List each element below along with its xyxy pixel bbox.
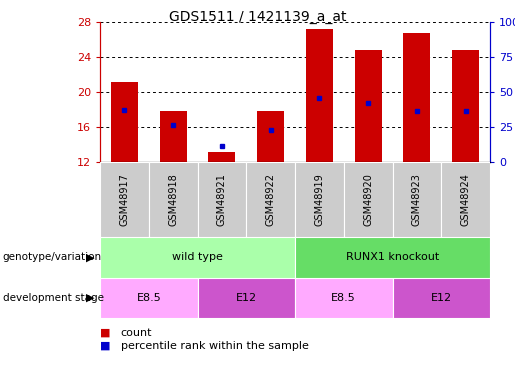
Bar [100, 162, 149, 237]
Bar [257, 111, 284, 162]
Bar [306, 29, 333, 162]
Bar [100, 237, 295, 278]
Text: wild type: wild type [172, 252, 223, 262]
Text: GSM48924: GSM48924 [460, 173, 471, 226]
Bar [295, 237, 490, 278]
Text: count: count [121, 328, 152, 338]
Bar [355, 50, 382, 162]
Text: E12: E12 [431, 293, 452, 303]
Bar [441, 162, 490, 237]
Text: GSM48921: GSM48921 [217, 173, 227, 226]
Bar [392, 278, 490, 318]
Text: E8.5: E8.5 [136, 293, 161, 303]
Bar [100, 278, 197, 318]
Bar [295, 162, 344, 237]
Bar [160, 111, 186, 162]
Text: ▶: ▶ [87, 252, 95, 262]
Text: GSM48922: GSM48922 [266, 173, 276, 226]
Bar [344, 162, 392, 237]
Text: E12: E12 [236, 293, 257, 303]
Bar [452, 50, 479, 162]
Bar [295, 278, 392, 318]
Text: RUNX1 knockout: RUNX1 knockout [346, 252, 439, 262]
Text: ■: ■ [100, 328, 111, 338]
Bar [111, 81, 138, 162]
Text: GSM48920: GSM48920 [363, 173, 373, 226]
Text: GSM48918: GSM48918 [168, 173, 178, 226]
Text: E8.5: E8.5 [331, 293, 356, 303]
Text: development stage: development stage [3, 293, 104, 303]
Text: ▶: ▶ [87, 293, 95, 303]
Text: GSM48917: GSM48917 [119, 173, 129, 226]
Bar [403, 33, 430, 162]
Bar [392, 162, 441, 237]
Text: GSM48923: GSM48923 [412, 173, 422, 226]
Bar [246, 162, 295, 237]
Bar [149, 162, 197, 237]
Bar [197, 278, 295, 318]
Text: GDS1511 / 1421139_a_at: GDS1511 / 1421139_a_at [169, 10, 346, 24]
Bar [197, 162, 246, 237]
Text: percentile rank within the sample: percentile rank within the sample [121, 341, 308, 351]
Bar [209, 152, 235, 162]
Text: ■: ■ [100, 341, 111, 351]
Text: genotype/variation: genotype/variation [3, 252, 101, 262]
Text: GSM48919: GSM48919 [314, 173, 324, 226]
